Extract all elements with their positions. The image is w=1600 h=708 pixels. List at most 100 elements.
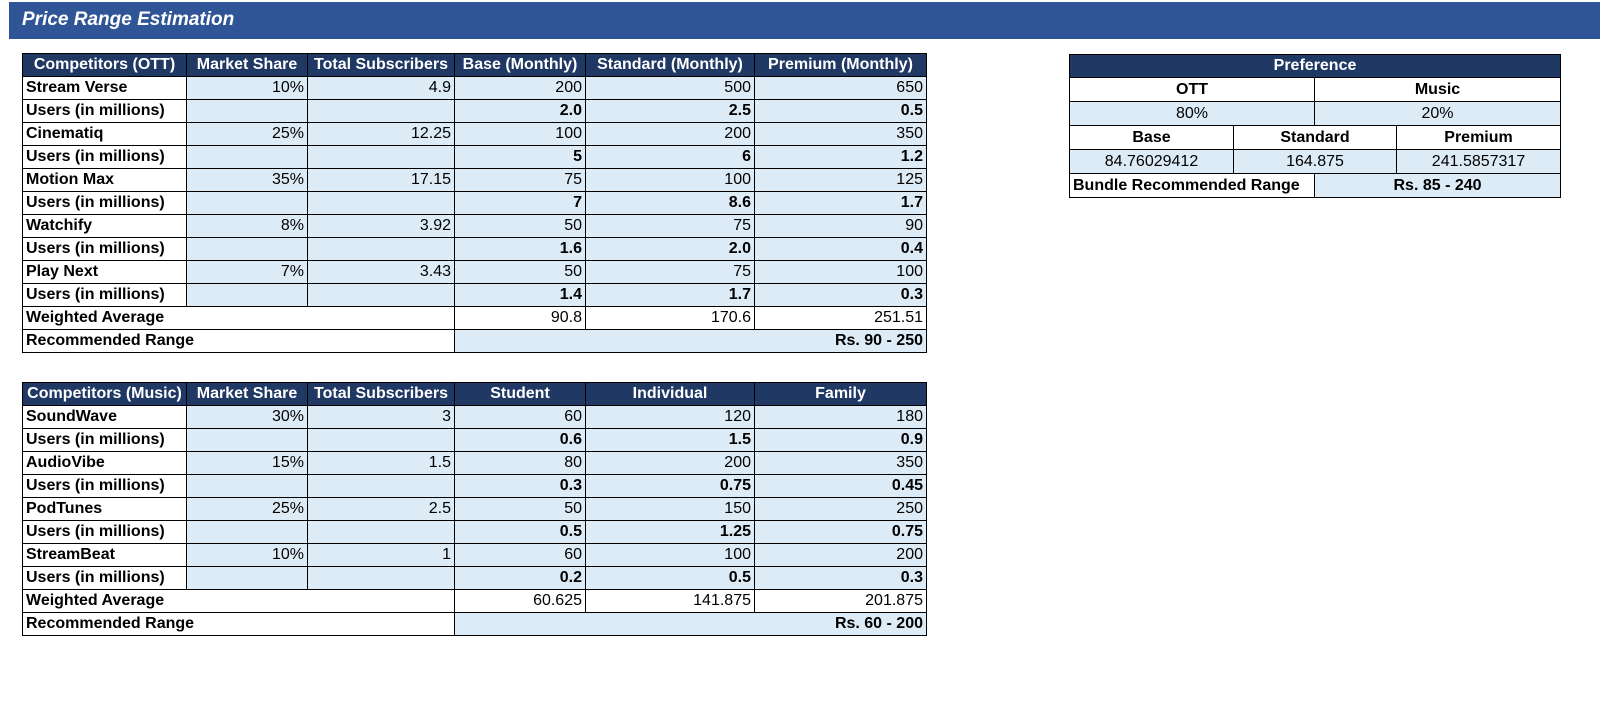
- p3-cell: 0.3: [754, 283, 927, 307]
- subs-cell: [307, 428, 455, 452]
- p1-cell: 5: [454, 145, 586, 169]
- share-cell: [186, 520, 308, 544]
- weighted-average-row: Weighted Average 60.625 141.875 201.875: [22, 589, 927, 613]
- row-label: StreamBeat: [22, 543, 187, 567]
- weighted-average-value: 170.6: [585, 306, 755, 330]
- subs-cell: 1: [307, 543, 455, 567]
- weighted-average-value: 141.875: [585, 589, 755, 613]
- weighted-average-label: Weighted Average: [22, 589, 455, 613]
- recommended-range-value: Rs. 60 - 200: [454, 612, 927, 636]
- p1-cell: 60: [454, 543, 586, 567]
- p1-cell: 50: [454, 214, 586, 238]
- users-row: Users (in millions) 5 6 1.2: [22, 145, 927, 169]
- subs-cell: 3.92: [307, 214, 455, 238]
- p2-cell: 8.6: [585, 191, 755, 215]
- recommended-range-row: Recommended Range Rs. 90 - 250: [22, 329, 927, 353]
- share-cell: 10%: [186, 76, 308, 100]
- share-cell: [186, 283, 308, 307]
- recommended-range-label: Recommended Range: [22, 329, 455, 353]
- column-header: Market Share: [186, 382, 308, 406]
- p3-cell: 0.4: [754, 237, 927, 261]
- subs-cell: [307, 283, 455, 307]
- bundle-range-value: Rs. 85 - 240: [1313, 173, 1562, 198]
- p1-cell: 60: [454, 405, 586, 429]
- row-label: Stream Verse: [22, 76, 187, 100]
- users-row: Users (in millions) 0.6 1.5 0.9: [22, 428, 927, 452]
- p2-cell: 1.7: [585, 283, 755, 307]
- page-title: Price Range Estimation: [22, 9, 235, 30]
- p1-cell: 75: [454, 168, 586, 192]
- users-row: Users (in millions) 2.0 2.5 0.5: [22, 99, 927, 123]
- users-row: Users (in millions) 0.2 0.5 0.3: [22, 566, 927, 590]
- share-cell: [186, 145, 308, 169]
- users-row: Users (in millions) 0.3 0.75 0.45: [22, 474, 927, 498]
- p3-cell: 200: [754, 543, 927, 567]
- subs-cell: [307, 474, 455, 498]
- competitor-row: PodTunes 25% 2.5 50 150 250: [22, 497, 927, 521]
- share-cell: [186, 474, 308, 498]
- premium-value: 241.5857317: [1395, 149, 1562, 174]
- subs-cell: [307, 237, 455, 261]
- preference-title: Preference: [1068, 54, 1562, 78]
- ott-preference-value: 80%: [1069, 101, 1315, 126]
- subs-cell: 3.43: [307, 260, 455, 284]
- weighted-average-row: Weighted Average 90.8 170.6 251.51: [22, 306, 927, 330]
- recommended-range-value: Rs. 90 - 250: [454, 329, 927, 353]
- row-label: Users (in millions): [22, 99, 187, 123]
- competitor-row: Watchify 8% 3.92 50 75 90: [22, 214, 927, 238]
- p2-cell: 200: [585, 122, 755, 146]
- weighted-average-value: 60.625: [454, 589, 586, 613]
- column-header: Competitors (Music): [22, 382, 187, 406]
- p1-cell: 50: [454, 497, 586, 521]
- subs-cell: 2.5: [307, 497, 455, 521]
- recommended-range-label: Recommended Range: [22, 612, 455, 636]
- standard-label: Standard: [1233, 125, 1397, 150]
- p3-cell: 350: [754, 122, 927, 146]
- share-cell: 8%: [186, 214, 308, 238]
- p1-cell: 0.5: [454, 520, 586, 544]
- p3-cell: 0.9: [754, 428, 927, 452]
- weighted-average-value: 90.8: [454, 306, 586, 330]
- p3-cell: 250: [754, 497, 927, 521]
- p3-cell: 90: [754, 214, 927, 238]
- column-header: Base (Monthly): [454, 53, 586, 77]
- base-value: 84.76029412: [1069, 149, 1234, 174]
- ott-competitors-table: Competitors (OTT) Market Share Total Subsc…: [22, 53, 927, 353]
- bundle-range-label: Bundle Recommended Range: [1069, 173, 1315, 198]
- p1-cell: 0.6: [454, 428, 586, 452]
- row-label: Users (in millions): [22, 237, 187, 261]
- subs-cell: 1.5: [307, 451, 455, 475]
- p2-cell: 6: [585, 145, 755, 169]
- column-header: Family: [754, 382, 927, 406]
- subs-cell: [307, 566, 455, 590]
- users-row: Users (in millions) 1.4 1.7 0.3: [22, 283, 927, 307]
- row-label: Users (in millions): [22, 428, 187, 452]
- p2-cell: 100: [585, 543, 755, 567]
- row-label: Users (in millions): [22, 283, 187, 307]
- share-cell: [186, 237, 308, 261]
- p2-cell: 120: [585, 405, 755, 429]
- p3-cell: 0.3: [754, 566, 927, 590]
- p1-cell: 1.6: [454, 237, 586, 261]
- p1-cell: 7: [454, 191, 586, 215]
- p2-cell: 100: [585, 168, 755, 192]
- row-label: Cinematiq: [22, 122, 187, 146]
- row-label: SoundWave: [22, 405, 187, 429]
- p2-cell: 75: [585, 214, 755, 238]
- competitor-row: AudioVibe 15% 1.5 80 200 350: [22, 451, 927, 475]
- share-cell: 25%: [186, 122, 308, 146]
- row-label: AudioVibe: [22, 451, 187, 475]
- p1-cell: 1.4: [454, 283, 586, 307]
- p2-cell: 2.0: [585, 237, 755, 261]
- weighted-average-value: 201.875: [754, 589, 927, 613]
- users-row: Users (in millions) 0.5 1.25 0.75: [22, 520, 927, 544]
- standard-value: 164.875: [1233, 149, 1397, 174]
- row-label: Users (in millions): [22, 145, 187, 169]
- p3-cell: 0.75: [754, 520, 927, 544]
- share-cell: 35%: [186, 168, 308, 192]
- p2-cell: 500: [585, 76, 755, 100]
- row-label: Motion Max: [22, 168, 187, 192]
- p3-cell: 650: [754, 76, 927, 100]
- p2-cell: 2.5: [585, 99, 755, 123]
- p1-cell: 200: [454, 76, 586, 100]
